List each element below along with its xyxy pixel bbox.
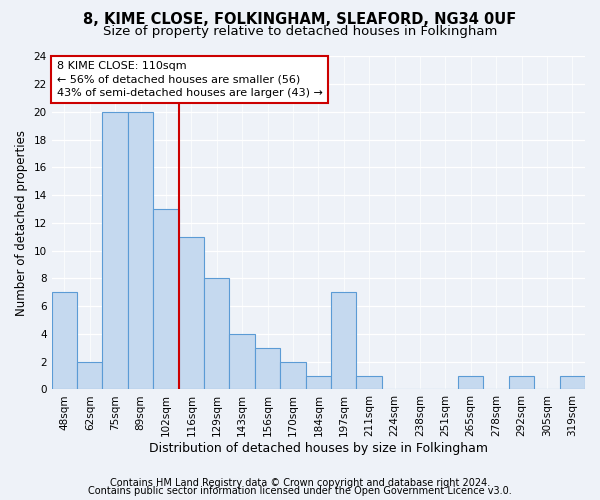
Bar [52, 292, 77, 390]
Bar [305, 376, 331, 390]
Text: Contains HM Land Registry data © Crown copyright and database right 2024.: Contains HM Land Registry data © Crown c… [110, 478, 490, 488]
Y-axis label: Number of detached properties: Number of detached properties [15, 130, 28, 316]
Bar [128, 112, 153, 390]
X-axis label: Distribution of detached houses by size in Folkingham: Distribution of detached houses by size … [149, 442, 488, 455]
Bar [229, 334, 255, 390]
Bar [255, 348, 280, 390]
Bar [356, 376, 382, 390]
Bar [331, 292, 356, 390]
Bar [179, 237, 204, 390]
Text: 8, KIME CLOSE, FOLKINGHAM, SLEAFORD, NG34 0UF: 8, KIME CLOSE, FOLKINGHAM, SLEAFORD, NG3… [83, 12, 517, 28]
Bar [560, 376, 585, 390]
Bar [103, 112, 128, 390]
Bar [458, 376, 484, 390]
Bar [509, 376, 534, 390]
Bar [153, 209, 179, 390]
Text: Contains public sector information licensed under the Open Government Licence v3: Contains public sector information licen… [88, 486, 512, 496]
Bar [204, 278, 229, 390]
Text: Size of property relative to detached houses in Folkingham: Size of property relative to detached ho… [103, 25, 497, 38]
Bar [77, 362, 103, 390]
Text: 8 KIME CLOSE: 110sqm
← 56% of detached houses are smaller (56)
43% of semi-detac: 8 KIME CLOSE: 110sqm ← 56% of detached h… [57, 62, 323, 98]
Bar [280, 362, 305, 390]
